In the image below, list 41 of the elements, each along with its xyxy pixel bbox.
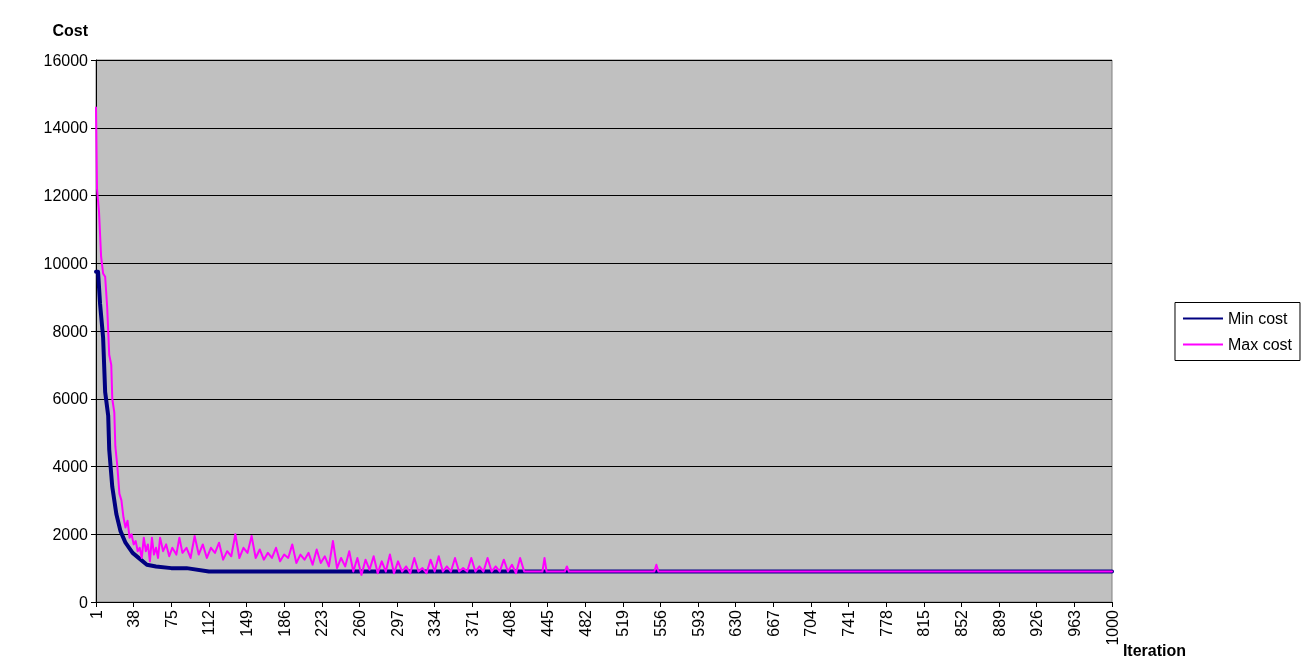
- x-tick-label: 186: [275, 609, 293, 637]
- x-tick-label: 704: [802, 609, 820, 637]
- x-tick-label: 297: [388, 609, 406, 637]
- x-axis-title: Iteration: [1122, 641, 1187, 659]
- x-tick-label: 889: [990, 609, 1008, 637]
- x-tick-label: 223: [313, 609, 331, 637]
- x-tick-label: 667: [764, 609, 782, 637]
- x-tick-label: 38: [125, 609, 143, 628]
- y-tick-label: 4000: [52, 458, 89, 475]
- x-tick-label: 260: [350, 609, 368, 637]
- x-tick-label: 926: [1028, 609, 1046, 637]
- y-tick-label: 2000: [52, 525, 89, 543]
- x-tick-label: 741: [840, 609, 858, 637]
- x-tick-label: 556: [651, 609, 669, 637]
- legend-label: Min cost: [1227, 310, 1289, 327]
- x-tick-label: 852: [952, 609, 970, 637]
- x-tick-label: 1000: [1103, 609, 1121, 646]
- x-tick-label: 482: [576, 609, 594, 637]
- x-tick-label: 778: [877, 609, 895, 637]
- y-tick-label: 8000: [52, 322, 89, 340]
- x-tick-label: 1: [87, 609, 105, 619]
- x-tick-label: 408: [501, 609, 519, 637]
- x-tick-label: 445: [539, 609, 557, 637]
- x-tick-label: 371: [463, 609, 481, 637]
- x-tick-label: 593: [689, 609, 707, 637]
- y-tick-label: 6000: [52, 390, 89, 408]
- x-tick-label: 630: [727, 609, 745, 637]
- x-tick-label: 519: [614, 609, 632, 637]
- y-tick-label: 0: [79, 593, 89, 611]
- x-tick-label: 75: [162, 609, 180, 628]
- y-tick-label: 10000: [43, 254, 89, 272]
- y-tick-label: 12000: [43, 187, 89, 204]
- x-tick-label: 112: [200, 609, 218, 636]
- y-axis-title: Cost: [52, 21, 89, 39]
- legend-label: Max cost: [1227, 336, 1293, 353]
- x-tick-label: 149: [238, 609, 256, 637]
- x-tick-label: 334: [426, 609, 444, 637]
- y-tick-label: 16000: [43, 51, 89, 69]
- y-tick-label: 14000: [43, 119, 89, 137]
- x-tick-label: 963: [1065, 609, 1083, 637]
- x-tick-label: 815: [915, 609, 933, 637]
